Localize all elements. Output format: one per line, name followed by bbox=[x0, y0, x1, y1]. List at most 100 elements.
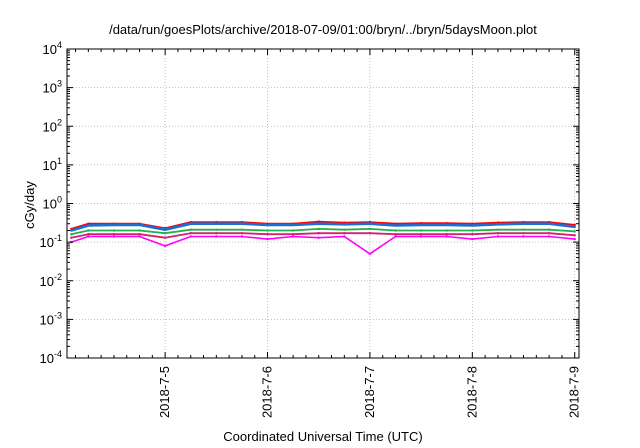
data-point bbox=[343, 232, 346, 235]
data-point bbox=[343, 228, 346, 231]
data-point bbox=[163, 236, 167, 239]
data-point bbox=[496, 235, 500, 238]
data-point bbox=[189, 235, 192, 238]
x-tick-label: 2018-7-9 bbox=[567, 366, 582, 418]
data-point bbox=[573, 225, 576, 228]
data-point bbox=[547, 222, 551, 225]
y-axis-label: cGy/day bbox=[22, 181, 37, 229]
data-point bbox=[419, 233, 423, 236]
chart-title: /data/run/goesPlots/archive/2018-07-09/0… bbox=[109, 22, 537, 37]
data-point bbox=[138, 235, 141, 238]
data-point bbox=[573, 234, 576, 237]
data-point bbox=[215, 235, 218, 238]
data-point bbox=[291, 235, 295, 238]
data-point bbox=[317, 232, 320, 235]
data-point bbox=[496, 223, 500, 226]
data-point bbox=[266, 223, 269, 227]
y-tick-label: 102 bbox=[43, 117, 62, 134]
data-point bbox=[112, 233, 116, 236]
data-point bbox=[547, 228, 551, 231]
data-point bbox=[189, 232, 192, 235]
y-tick-label: 104 bbox=[43, 40, 62, 57]
data-point bbox=[215, 222, 218, 225]
grid bbox=[67, 49, 579, 358]
series-layer bbox=[70, 220, 576, 255]
data-point bbox=[368, 252, 372, 255]
data-point bbox=[138, 233, 141, 236]
data-point bbox=[112, 235, 116, 238]
data-point bbox=[496, 228, 500, 231]
x-tick-label: 2018-7-5 bbox=[157, 366, 172, 418]
y-tick-label: 10-4 bbox=[40, 349, 62, 366]
data-point bbox=[522, 222, 525, 225]
data-point bbox=[522, 235, 525, 238]
data-point bbox=[445, 229, 448, 232]
y-axis: 10-4 10-3 10-2 10-1 100 101 102 103 104 bbox=[40, 40, 579, 366]
x-axis: 2018-7-5 2018-7-6 2018-7-7 2018-7-8 2018-7-9 bbox=[75, 49, 582, 418]
data-point bbox=[368, 227, 372, 231]
y-tick-label: 10-2 bbox=[40, 272, 62, 289]
data-point bbox=[317, 227, 320, 231]
data-point bbox=[70, 233, 73, 236]
data-point bbox=[112, 223, 116, 227]
data-point bbox=[215, 232, 218, 235]
data-point bbox=[573, 237, 576, 241]
data-point bbox=[522, 232, 525, 235]
data-point bbox=[471, 233, 474, 236]
data-point bbox=[266, 237, 269, 241]
data-point bbox=[87, 235, 90, 238]
data-point bbox=[291, 229, 295, 232]
data-point bbox=[189, 222, 192, 225]
data-point bbox=[317, 236, 320, 239]
data-point bbox=[163, 232, 167, 235]
data-point bbox=[266, 233, 269, 236]
y-tick-label: 10-1 bbox=[40, 233, 62, 250]
data-point bbox=[317, 222, 320, 225]
data-point bbox=[445, 223, 448, 227]
data-point bbox=[445, 235, 448, 238]
data-point bbox=[343, 235, 346, 238]
y-tick-label: 100 bbox=[43, 195, 62, 212]
data-point bbox=[163, 228, 167, 231]
data-point bbox=[240, 235, 244, 238]
data-point bbox=[87, 233, 90, 236]
data-point bbox=[445, 233, 448, 236]
data-point bbox=[291, 233, 295, 236]
data-point bbox=[368, 232, 372, 235]
data-point bbox=[266, 229, 269, 232]
data-point bbox=[189, 228, 192, 231]
x-tick-label: 2018-7-6 bbox=[260, 366, 275, 418]
data-point bbox=[163, 244, 167, 248]
data-point bbox=[394, 224, 397, 227]
data-point bbox=[394, 229, 397, 232]
data-point bbox=[112, 229, 116, 232]
y-tick-label: 10-3 bbox=[40, 310, 62, 327]
data-point bbox=[70, 229, 73, 232]
data-point bbox=[394, 233, 397, 236]
data-point bbox=[419, 229, 423, 232]
data-point bbox=[522, 228, 525, 231]
data-point bbox=[138, 223, 141, 227]
data-point bbox=[87, 224, 90, 227]
data-point bbox=[240, 232, 244, 235]
data-point bbox=[547, 235, 551, 238]
data-point bbox=[240, 222, 244, 225]
data-point bbox=[368, 222, 372, 225]
data-point bbox=[471, 229, 474, 232]
data-point bbox=[291, 223, 295, 227]
data-point bbox=[138, 229, 141, 232]
x-tick-label: 2018-7-8 bbox=[464, 366, 479, 418]
data-point bbox=[343, 223, 346, 226]
data-point bbox=[70, 236, 73, 239]
data-point bbox=[471, 224, 474, 227]
series-line bbox=[71, 235, 575, 255]
data-point bbox=[573, 230, 576, 233]
data-point bbox=[394, 235, 397, 238]
data-point bbox=[240, 228, 244, 231]
y-tick-label: 101 bbox=[43, 156, 62, 173]
data-point bbox=[496, 232, 500, 235]
data-point bbox=[215, 228, 218, 231]
data-point bbox=[419, 223, 423, 227]
x-axis-label: Coordinated Universal Time (UTC) bbox=[223, 429, 422, 444]
